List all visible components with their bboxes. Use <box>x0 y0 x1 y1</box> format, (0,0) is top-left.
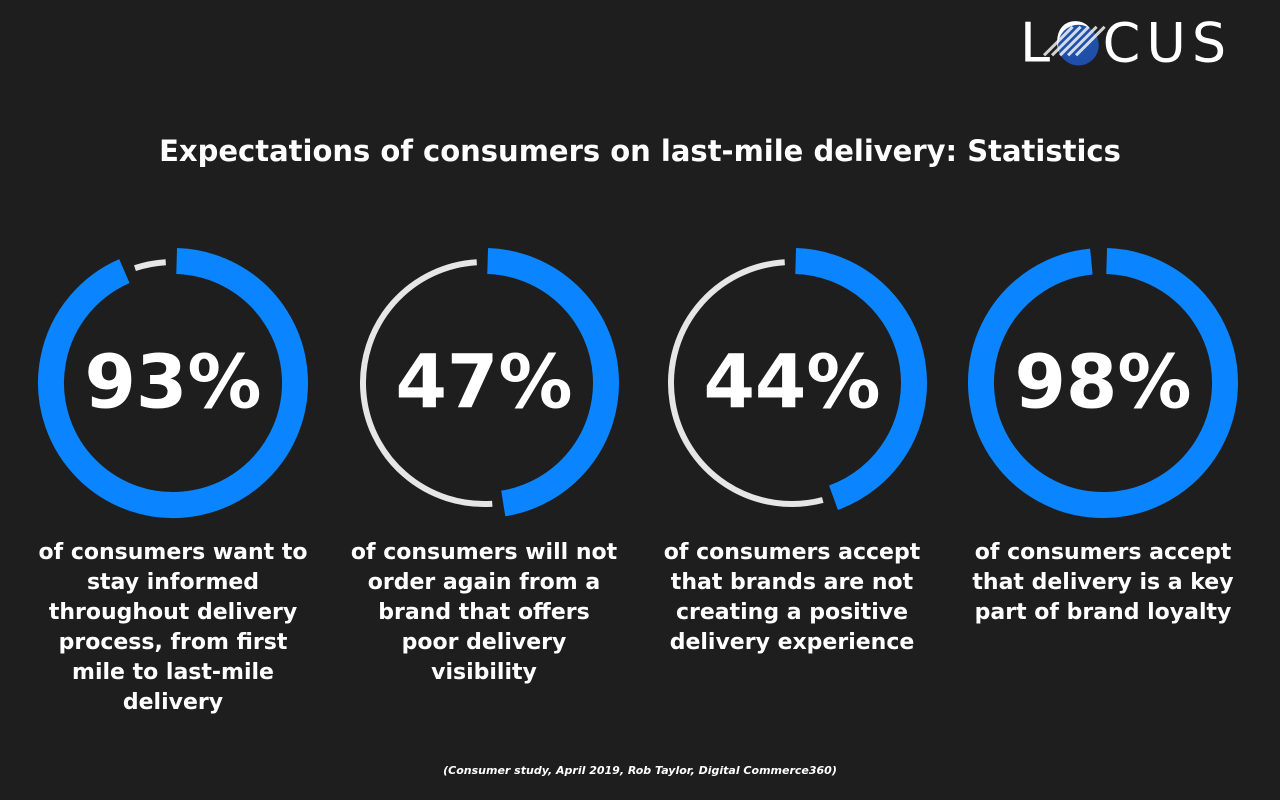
logo: LOCUS <box>1020 12 1232 75</box>
value-label: 47% <box>395 340 572 426</box>
logo-stripe <box>1059 25 1090 57</box>
gauge-arc <box>38 248 308 518</box>
logo-stripe <box>1043 25 1074 57</box>
title: Expectations of consumers on last-mile d… <box>159 134 1121 168</box>
logo-stripe <box>1051 25 1082 57</box>
value-label: 44% <box>703 340 880 426</box>
gauge-track <box>668 259 824 507</box>
source: (Consumer study, April 2019, Rob Taylor,… <box>443 764 837 777</box>
logo-stripe <box>1075 25 1106 57</box>
logo-stripe <box>1067 25 1098 57</box>
gauge-arc <box>968 248 1238 518</box>
gauge-track <box>359 259 493 508</box>
gauge-arc <box>487 248 619 517</box>
caption: of consumers want to stay informed throu… <box>38 540 308 715</box>
caption: of consumers accept that brands are not … <box>663 540 921 655</box>
value-label: 98% <box>1014 340 1191 426</box>
gauge-track <box>134 259 166 272</box>
value-label: 93% <box>84 340 261 426</box>
gauge-arc <box>795 248 927 510</box>
caption: of consumers accept that delivery is a k… <box>972 540 1234 625</box>
caption: of consumers will not order again from a… <box>350 540 618 685</box>
